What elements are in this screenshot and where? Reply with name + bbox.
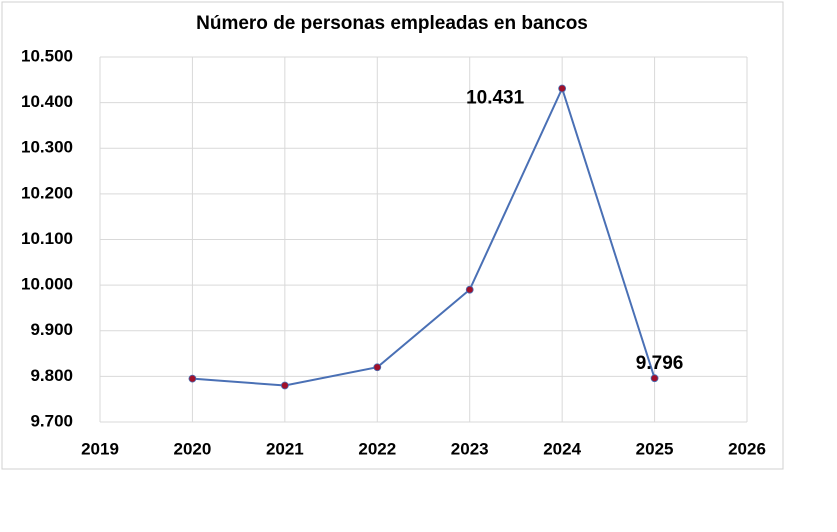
y-tick-label: 9.900: [30, 320, 73, 339]
x-tick-label: 2023: [451, 439, 489, 458]
data-label: 10.431: [466, 87, 525, 108]
x-tick-label: 2020: [174, 439, 212, 458]
x-tick-label: 2024: [543, 439, 581, 458]
y-tick-label: 9.700: [30, 411, 73, 430]
x-tick-label: 2021: [266, 439, 304, 458]
x-tick-label: 2025: [636, 439, 674, 458]
y-tick-label: 10.400: [21, 92, 73, 111]
x-tick-label: 2026: [728, 439, 766, 458]
y-tick-label: 10.500: [21, 46, 73, 65]
y-tick-label: 10.300: [21, 138, 73, 157]
data-line: [192, 85, 656, 387]
chart-border: [1, 1, 784, 470]
data-point: [465, 285, 474, 294]
data-label: 9.796: [636, 353, 684, 374]
y-tick-label: 10.000: [21, 275, 73, 294]
data-point: [558, 84, 567, 93]
data-point: [188, 374, 197, 383]
x-tick-label: 2022: [358, 439, 396, 458]
data-point: [373, 363, 382, 372]
y-tick-label: 9.800: [30, 366, 73, 385]
data-point: [650, 374, 659, 383]
x-tick-label: 2019: [81, 439, 119, 458]
chart-title: Número de personas empleadas en bancos: [196, 13, 588, 34]
data-point: [280, 381, 289, 390]
y-tick-label: 10.100: [21, 229, 73, 248]
y-tick-label: 10.200: [21, 183, 73, 202]
